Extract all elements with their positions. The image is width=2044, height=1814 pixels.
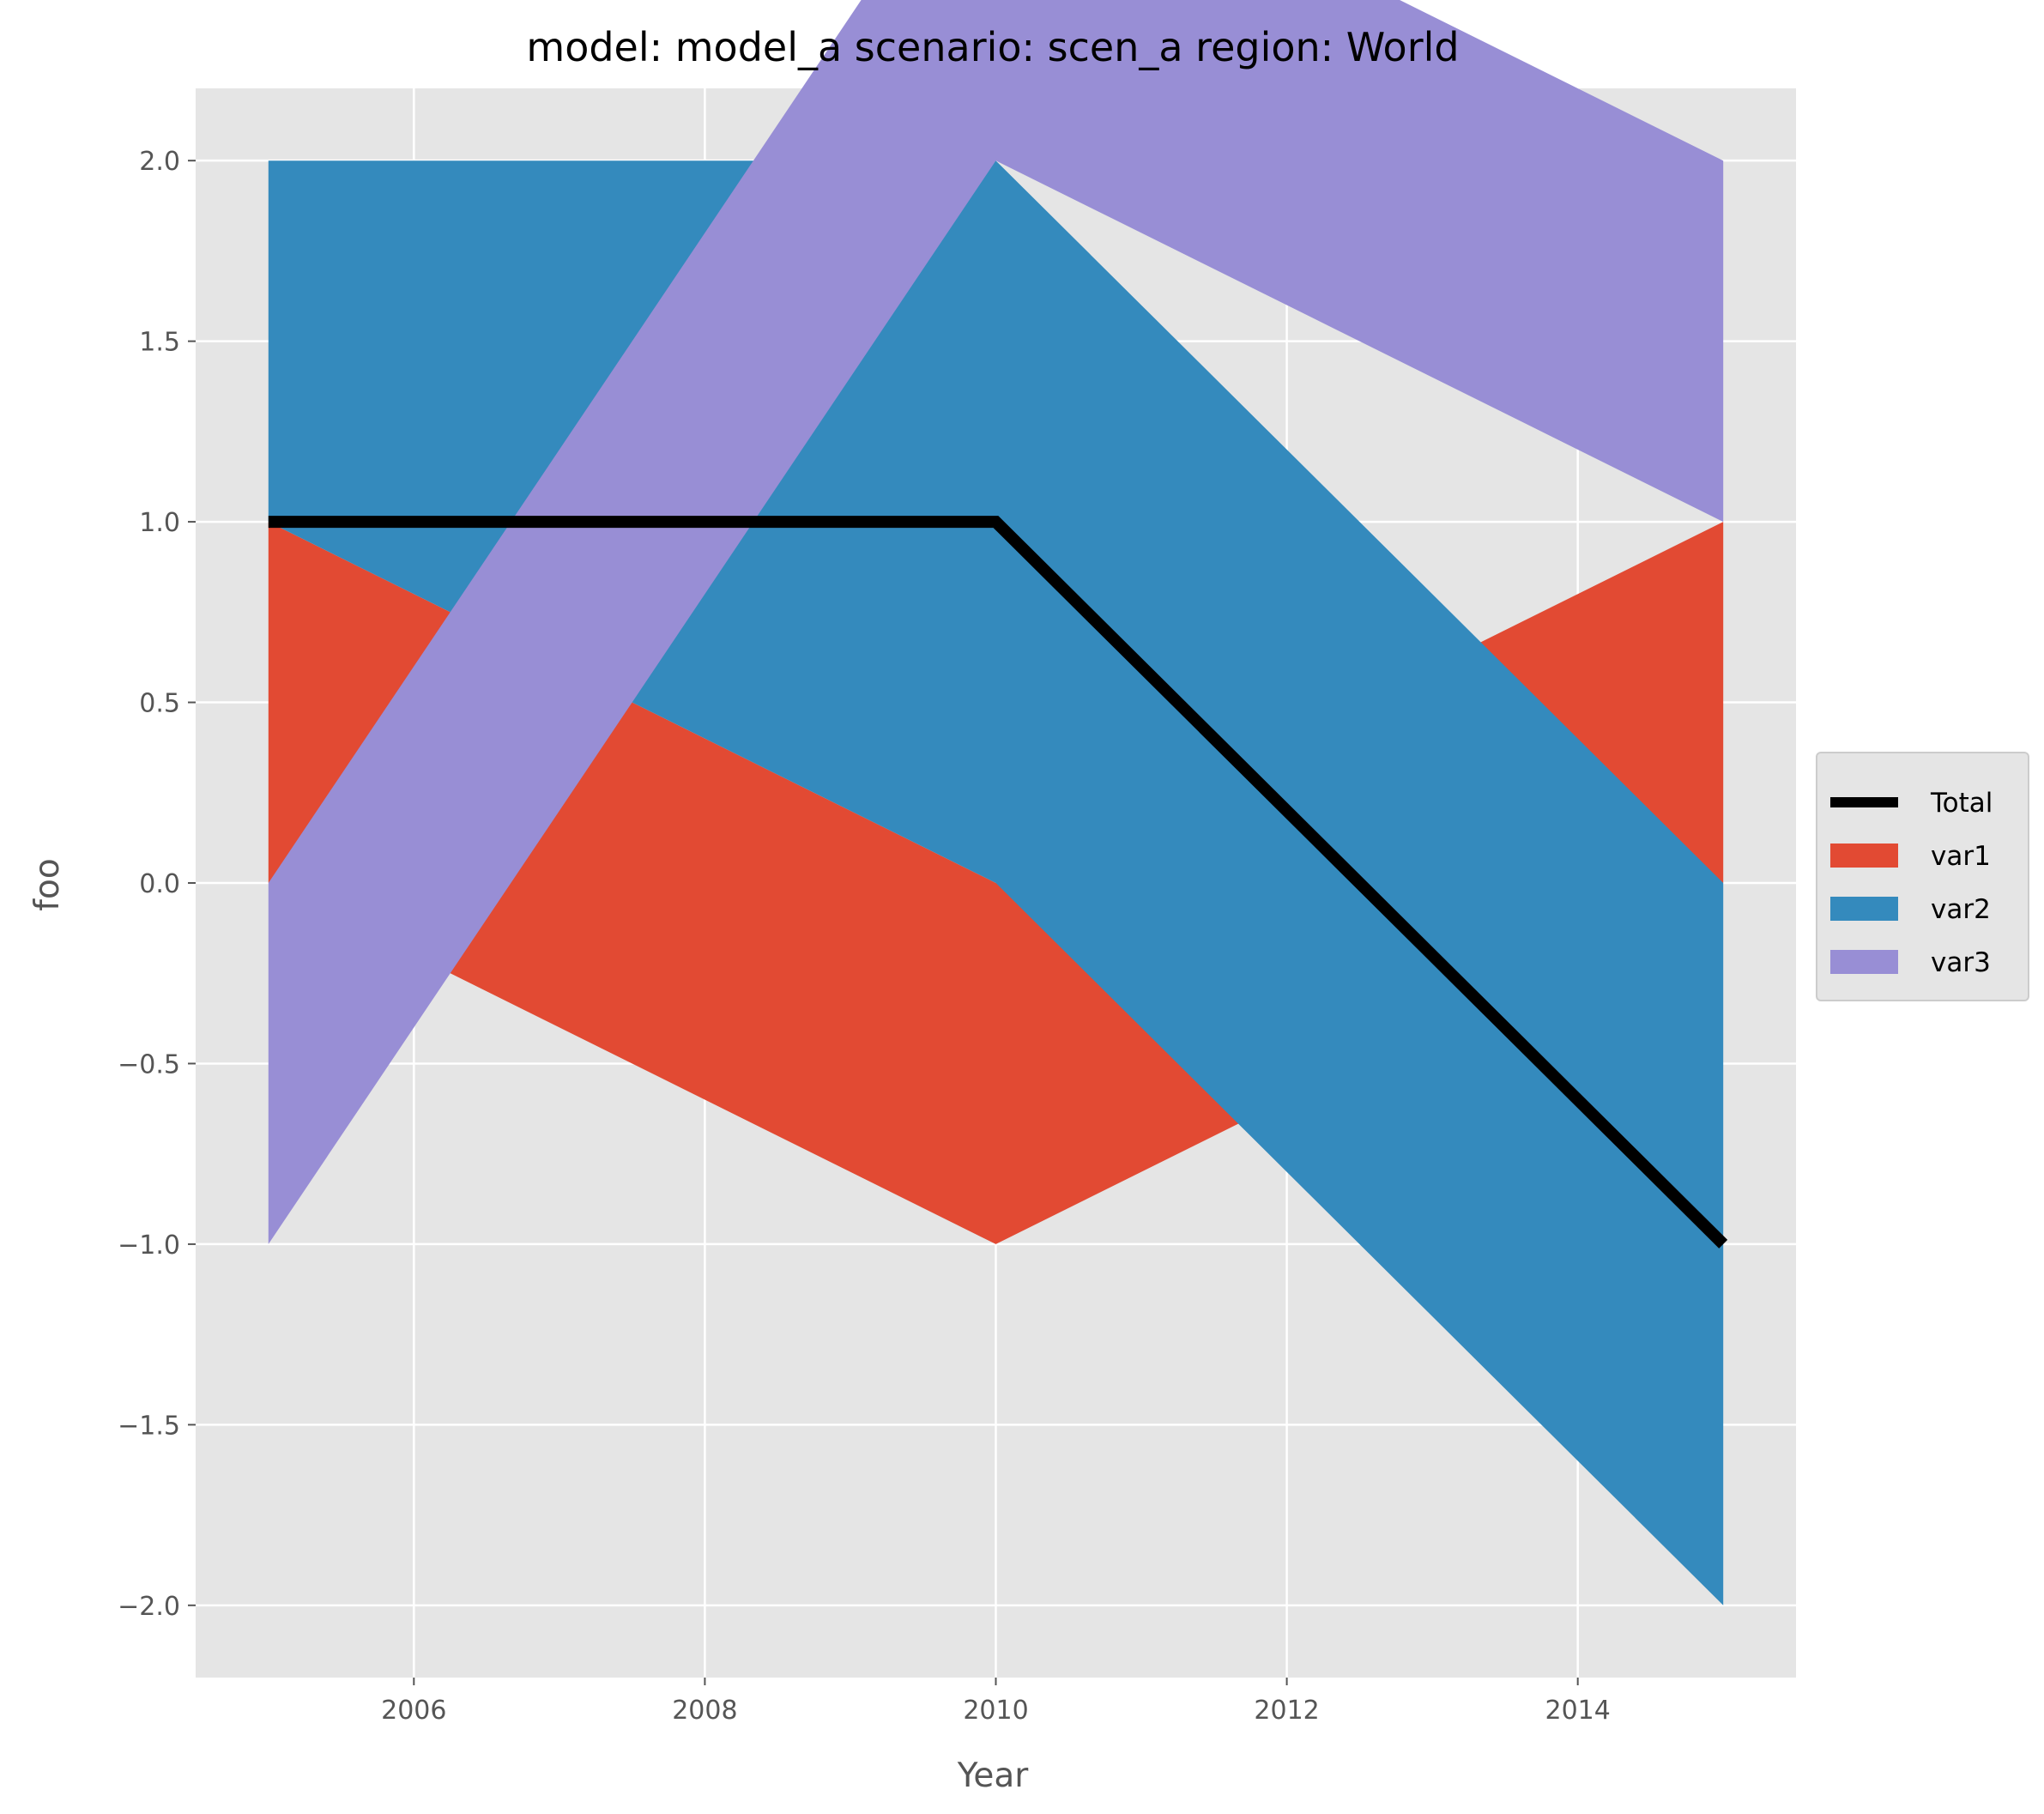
y-tick-label: −1.0: [118, 1230, 180, 1261]
x-tick-label: 2014: [1545, 1696, 1611, 1726]
total-line-layer: [268, 516, 1728, 1249]
area-var3: [268, 0, 1724, 1244]
x-tick-label: 2006: [381, 1696, 446, 1726]
chart-title: model: model_a scenario: scen_a region: …: [526, 24, 1459, 70]
legend-label-Total: Total: [1930, 788, 1993, 819]
x-axis-label: Year: [957, 1757, 1030, 1795]
y-tick-label: 0.0: [139, 869, 180, 899]
x-tick-label: 2010: [963, 1696, 1028, 1726]
x-tick-label: 2008: [672, 1696, 737, 1726]
y-tick-label: 2.0: [139, 147, 180, 177]
x-tick-label: 2012: [1254, 1696, 1319, 1726]
legend-label-var2: var2: [1931, 894, 1991, 925]
y-tick-label: 1.0: [139, 508, 180, 538]
legend-box: [1816, 752, 2029, 1001]
legend-label-var1: var1: [1931, 841, 1991, 872]
y-axis-label: foo: [28, 858, 67, 910]
y-tick-label: −0.5: [118, 1049, 180, 1079]
y-tick-label: −2.0: [118, 1592, 180, 1622]
axis-ticks: 2006 2008 2010 2012 2014 2.0 1.5 1.0 0.5 0.0 −0.5 −…: [118, 147, 1611, 1726]
y-tick-label: −1.5: [118, 1411, 180, 1441]
total-line: [268, 516, 1728, 1249]
legend: Total var1 var2 var3: [1816, 752, 2029, 1001]
legend-swatch-var2: [1830, 897, 1898, 921]
legend-label-var3: var3: [1931, 947, 1991, 978]
legend-swatch-var3: [1830, 950, 1898, 974]
y-tick-label: 1.5: [139, 328, 180, 358]
legend-swatch-var1: [1830, 844, 1898, 868]
y-tick-label: 0.5: [139, 689, 180, 719]
